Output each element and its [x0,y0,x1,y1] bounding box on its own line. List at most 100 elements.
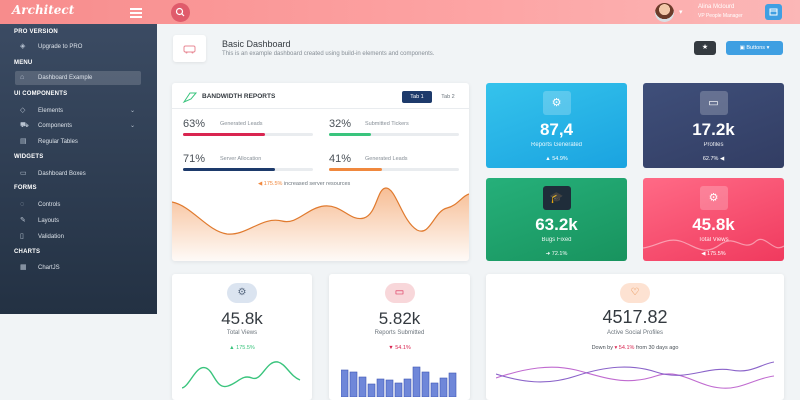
stat-bar-chart [341,366,457,397]
monitor-icon: ▭ [20,170,27,177]
calendar-icon [769,8,778,16]
sidebar-item-validation[interactable]: ▯ Validation [15,230,141,244]
sidebar-item-label: Elements [38,108,64,114]
brand-logo: Architect [12,3,75,17]
arrow-up-icon: ▲ [229,345,235,351]
stat-change: ▼ 54.1% [329,345,470,351]
sidebar-heading-forms: FORMS [14,185,37,191]
progress-fill [183,133,265,136]
arrow-left-icon: ◀ [719,156,725,162]
monitor-icon: ▭ [699,91,728,115]
sidebar-item-label: Validation [38,234,64,240]
metric-label: Submitted Tickers [365,121,409,127]
social-line-chart [496,361,774,389]
chevron-down-icon: ⌄ [129,108,135,114]
progress-fill [329,168,383,171]
metric-value: 41% [329,153,352,165]
progress-bar [329,168,459,171]
buttons-dropdown[interactable]: ▣ Buttons ▾ [726,41,783,55]
arrow-left-icon: ◀ [258,181,263,187]
sidebar-item-tables[interactable]: ▤ Regular Tables [15,135,141,149]
bar [349,371,358,397]
metric-value: 71% [183,153,206,165]
bar [448,372,457,397]
stat-note-suffix: from 30 days ago [635,345,679,351]
bar [358,376,367,397]
sidebar-heading-charts: CHARTS [14,249,41,255]
page-title: Basic Dashboard [222,39,291,49]
tile-label: Total Views [698,237,729,243]
sidebar-item-components[interactable]: ⛟ Components ⌄ [15,119,141,133]
buttons-label: Buttons [746,45,766,51]
tile-total-views: ⚙ 45.8k Total Views ◀ 175.5% [643,178,784,261]
tile-label: Profiles [703,142,724,148]
bar [430,382,439,397]
sidebar-item-dashboard[interactable]: ⌂ Dashboard Example [15,71,141,85]
bar [421,371,430,397]
metric-value: 63% [183,118,206,130]
tile-change-value: 175.5% [707,251,726,257]
light-icon: ◌ [20,201,25,208]
search-button[interactable] [171,3,190,22]
stat-change-value: 54.1% [395,345,411,351]
stat-change: ▲ 175.5% [172,345,312,351]
sidebar-item-elements[interactable]: ◇ Elements ⌄ [15,104,141,118]
progress-bar [329,133,459,136]
graduation-icon: 🎓 [542,186,571,210]
tile-change: 62.7% ◀ [643,156,784,162]
metric-label: Server Allocation [220,156,262,162]
progress-bar [183,168,313,171]
gem-icon: ◈ [20,43,26,50]
tab-1[interactable]: Tab 1 [402,91,432,103]
hamburger-icon[interactable] [130,8,142,20]
favorite-button[interactable]: ★ [694,41,716,55]
bar [403,378,412,397]
arrow-down-icon: ▼ [388,345,394,351]
bar [376,378,385,397]
sidebar-item-chartjs[interactable]: ▦ ChartJS [15,261,141,275]
sidebar-item-label: Layouts [38,218,60,224]
user-role: VP People Manager [698,13,743,19]
user-name: Alina Mclourd [698,4,735,10]
bar [394,382,403,397]
page-title-icon [173,35,206,62]
stat-label: Reports Submitted [374,330,425,336]
sidebar-item-upgrade[interactable]: ◈ Upgrade to PRO [15,40,141,54]
calendar-button[interactable] [765,4,782,20]
arrow-down-icon: ▾ [614,345,618,351]
sidebar-item-label: Dashboard Example [38,75,93,81]
sidebar-item-boxes[interactable]: ▭ Dashboard Boxes [15,167,141,181]
sidebar-item-controls[interactable]: ◌ Controls [15,198,141,212]
arrow-left-icon: ◀ [701,251,706,257]
tile-bugs-fixed: 🎓 63.2k Bugs Fixed ➜ 72.1% [486,178,627,261]
stat-value: 45.8k [221,309,263,328]
bandwidth-note-value: 175.5% [263,181,283,187]
bar [439,377,448,397]
metric-value: 32% [329,118,352,130]
bandwidth-note-text: increased server resources [283,181,351,187]
tile-value: 17.2k [692,120,735,139]
diamond-icon: ◇ [20,107,26,114]
laptop-icon: ▭ [384,283,415,303]
chevron-down-icon[interactable]: ▾ [679,9,683,16]
sidebar-heading-widgets: WIDGETS [14,154,44,160]
sidebar-item-label: Components [38,123,73,129]
metric-label: Generated Leads [365,156,408,162]
stat-label: Total Views [226,330,258,336]
stat-change-value: 54.1% [618,345,635,351]
sidebar-item-layouts[interactable]: ✎ Layouts [15,214,141,228]
settings-icon: ⚙ [699,186,728,210]
metric-label: Generated Leads [220,121,263,127]
stat-value: 4517.82 [602,307,668,327]
tab-2[interactable]: Tab 2 [441,94,455,100]
progress-fill [183,168,276,171]
tile-change: ◀ 175.5% [643,251,784,257]
eyedropper-icon: ✎ [20,217,26,224]
car-icon: ⛟ [20,122,29,129]
search-icon [175,7,185,17]
bandwidth-title: BANDWIDTH REPORTS [202,93,276,100]
tile-profiles: ▭ 17.2k Profiles 62.7% ◀ [643,83,784,168]
stat-sparkline [182,361,301,389]
avatar[interactable] [655,3,674,22]
tile-value: 87,4 [539,120,574,139]
